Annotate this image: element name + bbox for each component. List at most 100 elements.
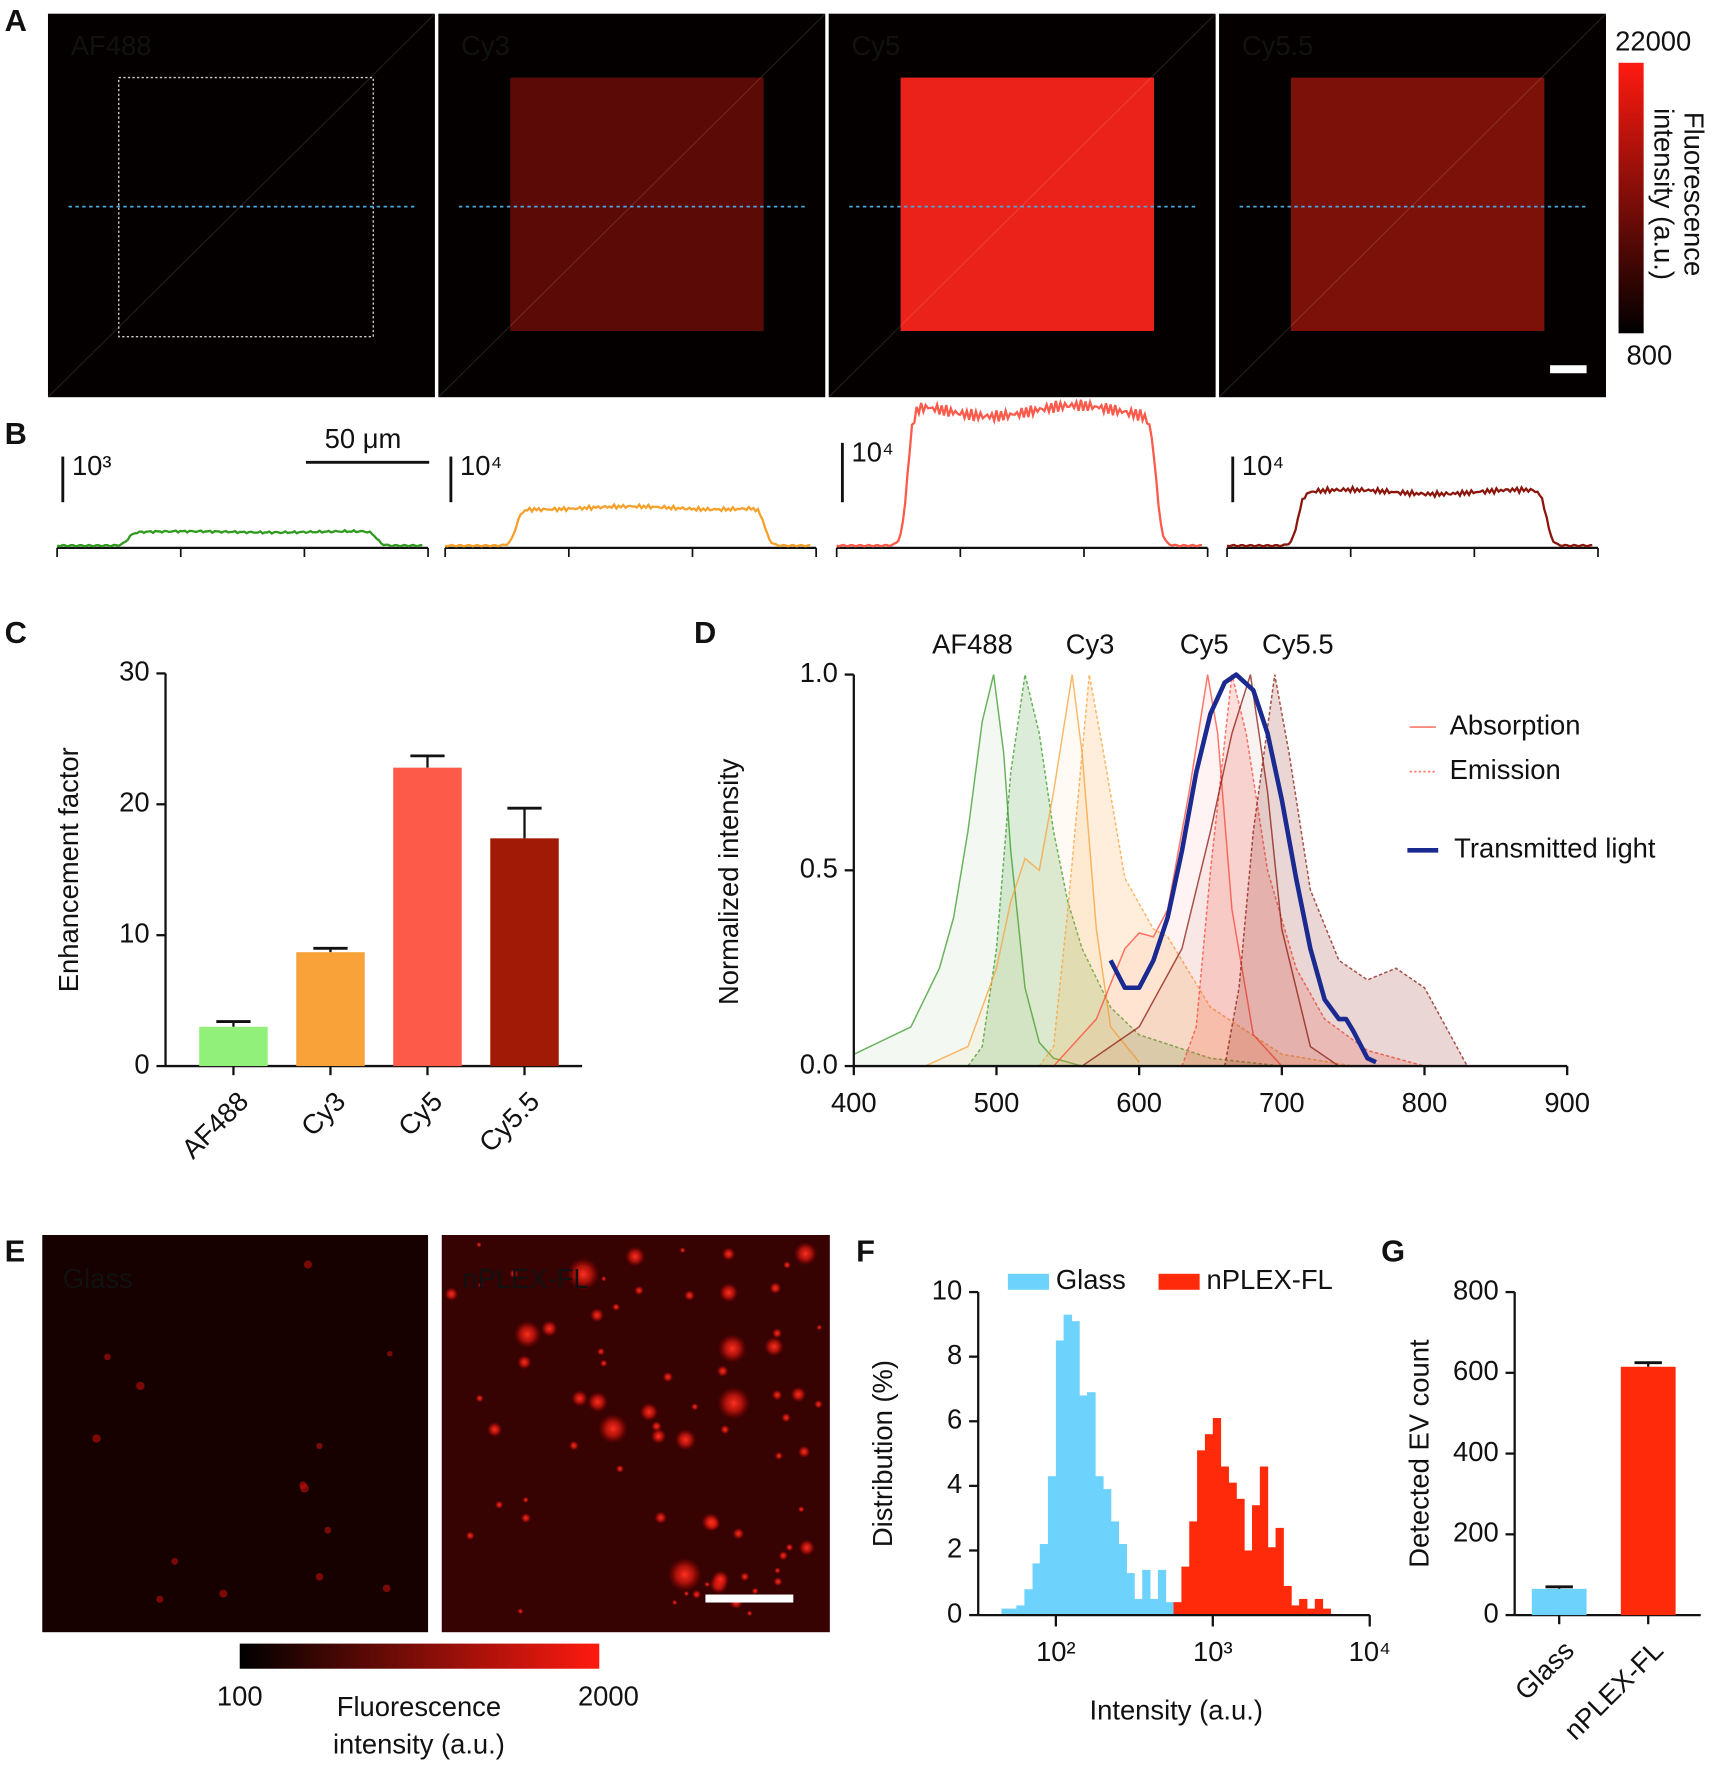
legend-swatch	[1158, 1273, 1200, 1290]
histogram-bar	[1252, 1505, 1261, 1616]
scale-label: 10³	[72, 450, 112, 481]
diagonal	[437, 13, 826, 398]
ev-spot	[475, 1394, 484, 1403]
ev-spot	[692, 1589, 702, 1599]
histogram-bar	[1283, 1586, 1292, 1616]
ev-spot	[717, 1386, 751, 1420]
ev-spot	[566, 1257, 600, 1291]
histogram-bar	[1314, 1598, 1324, 1616]
ev-spot	[684, 1290, 695, 1301]
dye-label: Cy3	[1066, 628, 1115, 659]
ev-spot	[315, 1573, 324, 1581]
dye-label: AF488	[932, 628, 1013, 659]
colorbar-min: 800	[1627, 339, 1673, 370]
x-tick-label: Cy5.5	[473, 1085, 545, 1157]
histogram-bar	[1299, 1598, 1308, 1616]
absorption-line	[924, 674, 1140, 1067]
intensity-profile	[836, 397, 1203, 548]
ev-spot	[797, 1506, 805, 1513]
x-tick-label: AF488	[175, 1085, 254, 1164]
ev-spot	[740, 1572, 750, 1582]
colorbar-label: intensity (a.u.)	[333, 1729, 505, 1760]
y-tick-label: 2	[947, 1533, 962, 1564]
emission-fill	[1224, 674, 1468, 1067]
y-tick-label: 4	[947, 1468, 962, 1499]
histogram-bar	[1047, 1476, 1057, 1616]
ev-spot	[769, 1281, 782, 1295]
y-tick-label: 0	[134, 1048, 149, 1079]
x-axis-label: Intensity (a.u.)	[1090, 1694, 1263, 1725]
y-tick-label: 30	[119, 656, 149, 687]
image-label: Cy5	[852, 30, 901, 61]
ev-spot	[721, 1247, 736, 1261]
histogram-bar	[1267, 1547, 1277, 1616]
histogram-bar	[1001, 1608, 1010, 1616]
scale-bar	[705, 1594, 794, 1603]
ev-spot	[597, 1413, 628, 1444]
ev-spot	[814, 1399, 823, 1409]
absorption-fill	[853, 674, 1083, 1067]
y-tick-label: 20	[119, 787, 149, 818]
ev-spot	[639, 1402, 659, 1422]
emission-fill	[967, 674, 1282, 1067]
y-tick-label: 600	[1453, 1355, 1499, 1386]
ev-spot	[798, 1539, 816, 1556]
ev-spot	[219, 1589, 228, 1598]
ev-spot	[587, 1391, 609, 1413]
dye-label: Cy5	[1180, 628, 1229, 659]
panel-label: A	[5, 3, 27, 38]
histogram-bar	[1259, 1466, 1269, 1616]
ev-spot	[785, 1543, 794, 1552]
ev-spot	[303, 1260, 312, 1269]
ev-spot	[716, 1365, 729, 1378]
histogram-bar	[1197, 1450, 1206, 1616]
ev-spot	[654, 1511, 668, 1524]
image-background	[42, 1234, 429, 1633]
ev-spot	[324, 1526, 332, 1534]
ev-spot	[612, 1303, 621, 1312]
ev-spot	[465, 1531, 475, 1541]
ev-spot	[156, 1595, 164, 1603]
histogram-bar	[1095, 1476, 1104, 1616]
ev-spot	[793, 1241, 818, 1266]
absorption-line	[1081, 674, 1340, 1067]
ev-spot	[509, 1269, 519, 1279]
y-tick-label: 10	[119, 917, 149, 948]
ev-spot	[522, 1496, 529, 1503]
ev-spot	[704, 1581, 710, 1588]
histogram-bar	[1322, 1608, 1331, 1616]
bar	[1620, 1366, 1676, 1616]
histogram-bar	[1165, 1602, 1174, 1616]
ev-spot	[387, 1350, 393, 1357]
y-axis-label: Enhancement factor	[53, 747, 84, 992]
histogram-bar	[1244, 1550, 1253, 1616]
absorption-line	[853, 674, 1083, 1067]
x-tick-label: Cy3	[295, 1085, 351, 1141]
histogram-bar	[1039, 1544, 1049, 1616]
transmitted-line	[1108, 672, 1377, 1065]
ev-spot	[382, 1584, 391, 1593]
histogram-bar	[1306, 1608, 1316, 1616]
ev-spot	[104, 1353, 111, 1361]
ev-spot	[774, 1451, 784, 1461]
colorbar-max: 2000	[578, 1681, 639, 1712]
x-tick-label: 400	[831, 1087, 877, 1118]
y-tick-label: 8	[947, 1339, 962, 1370]
ev-spot	[691, 1403, 699, 1411]
image-label: Glass	[63, 1263, 133, 1294]
histogram-bar	[1189, 1521, 1198, 1616]
y-tick-label: 200	[1453, 1517, 1499, 1548]
histogram-bar	[1204, 1434, 1214, 1616]
y-tick-label: 6	[947, 1404, 962, 1435]
histogram-bar	[1110, 1521, 1120, 1616]
ev-spot	[751, 1587, 759, 1595]
ev-spot	[171, 1557, 179, 1565]
absorption-fill	[925, 674, 1140, 1067]
histogram-bar	[1134, 1598, 1143, 1616]
legend-label: Glass	[1056, 1264, 1126, 1295]
ev-spot	[625, 1246, 646, 1267]
emission-fill	[1181, 674, 1425, 1067]
histogram-bar	[1291, 1605, 1300, 1616]
histogram-bar	[1236, 1498, 1245, 1616]
